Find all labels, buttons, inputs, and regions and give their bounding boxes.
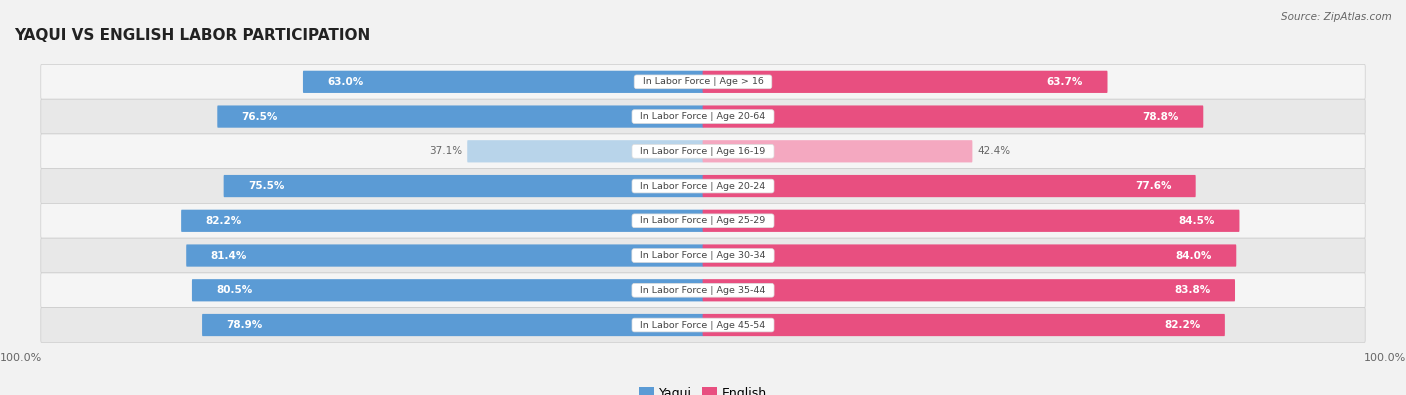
FancyBboxPatch shape — [193, 279, 703, 301]
FancyBboxPatch shape — [186, 245, 703, 267]
Text: YAQUI VS ENGLISH LABOR PARTICIPATION: YAQUI VS ENGLISH LABOR PARTICIPATION — [14, 28, 370, 43]
FancyBboxPatch shape — [41, 238, 1365, 273]
Text: In Labor Force | Age 45-54: In Labor Force | Age 45-54 — [634, 320, 772, 329]
Text: In Labor Force | Age 25-29: In Labor Force | Age 25-29 — [634, 216, 772, 225]
Text: 63.7%: 63.7% — [1047, 77, 1083, 87]
Text: 75.5%: 75.5% — [247, 181, 284, 191]
Text: 83.8%: 83.8% — [1174, 285, 1211, 295]
Text: In Labor Force | Age 30-34: In Labor Force | Age 30-34 — [634, 251, 772, 260]
FancyBboxPatch shape — [224, 175, 703, 197]
FancyBboxPatch shape — [703, 71, 1108, 93]
Legend: Yaqui, English: Yaqui, English — [634, 382, 772, 395]
Text: 82.2%: 82.2% — [1164, 320, 1201, 330]
FancyBboxPatch shape — [41, 308, 1365, 342]
Text: 63.0%: 63.0% — [328, 77, 364, 87]
Text: 82.2%: 82.2% — [205, 216, 242, 226]
Text: 78.9%: 78.9% — [226, 320, 263, 330]
Text: 77.6%: 77.6% — [1135, 181, 1171, 191]
FancyBboxPatch shape — [302, 71, 703, 93]
Text: Source: ZipAtlas.com: Source: ZipAtlas.com — [1281, 12, 1392, 22]
Text: In Labor Force | Age 16-19: In Labor Force | Age 16-19 — [634, 147, 772, 156]
Text: 78.8%: 78.8% — [1143, 111, 1180, 122]
FancyBboxPatch shape — [703, 140, 973, 162]
FancyBboxPatch shape — [202, 314, 703, 336]
FancyBboxPatch shape — [703, 210, 1240, 232]
FancyBboxPatch shape — [703, 314, 1225, 336]
Text: In Labor Force | Age 35-44: In Labor Force | Age 35-44 — [634, 286, 772, 295]
FancyBboxPatch shape — [218, 105, 703, 128]
FancyBboxPatch shape — [41, 169, 1365, 203]
Text: In Labor Force | Age > 16: In Labor Force | Age > 16 — [637, 77, 769, 87]
FancyBboxPatch shape — [467, 140, 703, 162]
Text: In Labor Force | Age 20-24: In Labor Force | Age 20-24 — [634, 182, 772, 190]
FancyBboxPatch shape — [41, 134, 1365, 169]
Text: 84.0%: 84.0% — [1175, 250, 1212, 261]
FancyBboxPatch shape — [703, 245, 1236, 267]
Text: 37.1%: 37.1% — [429, 146, 463, 156]
FancyBboxPatch shape — [41, 203, 1365, 238]
Text: 81.4%: 81.4% — [211, 250, 247, 261]
FancyBboxPatch shape — [703, 105, 1204, 128]
FancyBboxPatch shape — [703, 175, 1195, 197]
Text: 42.4%: 42.4% — [977, 146, 1011, 156]
FancyBboxPatch shape — [703, 279, 1234, 301]
FancyBboxPatch shape — [181, 210, 703, 232]
FancyBboxPatch shape — [41, 99, 1365, 134]
Text: 80.5%: 80.5% — [217, 285, 253, 295]
FancyBboxPatch shape — [41, 273, 1365, 308]
FancyBboxPatch shape — [41, 64, 1365, 99]
Text: 76.5%: 76.5% — [242, 111, 278, 122]
Text: 84.5%: 84.5% — [1178, 216, 1215, 226]
Text: In Labor Force | Age 20-64: In Labor Force | Age 20-64 — [634, 112, 772, 121]
